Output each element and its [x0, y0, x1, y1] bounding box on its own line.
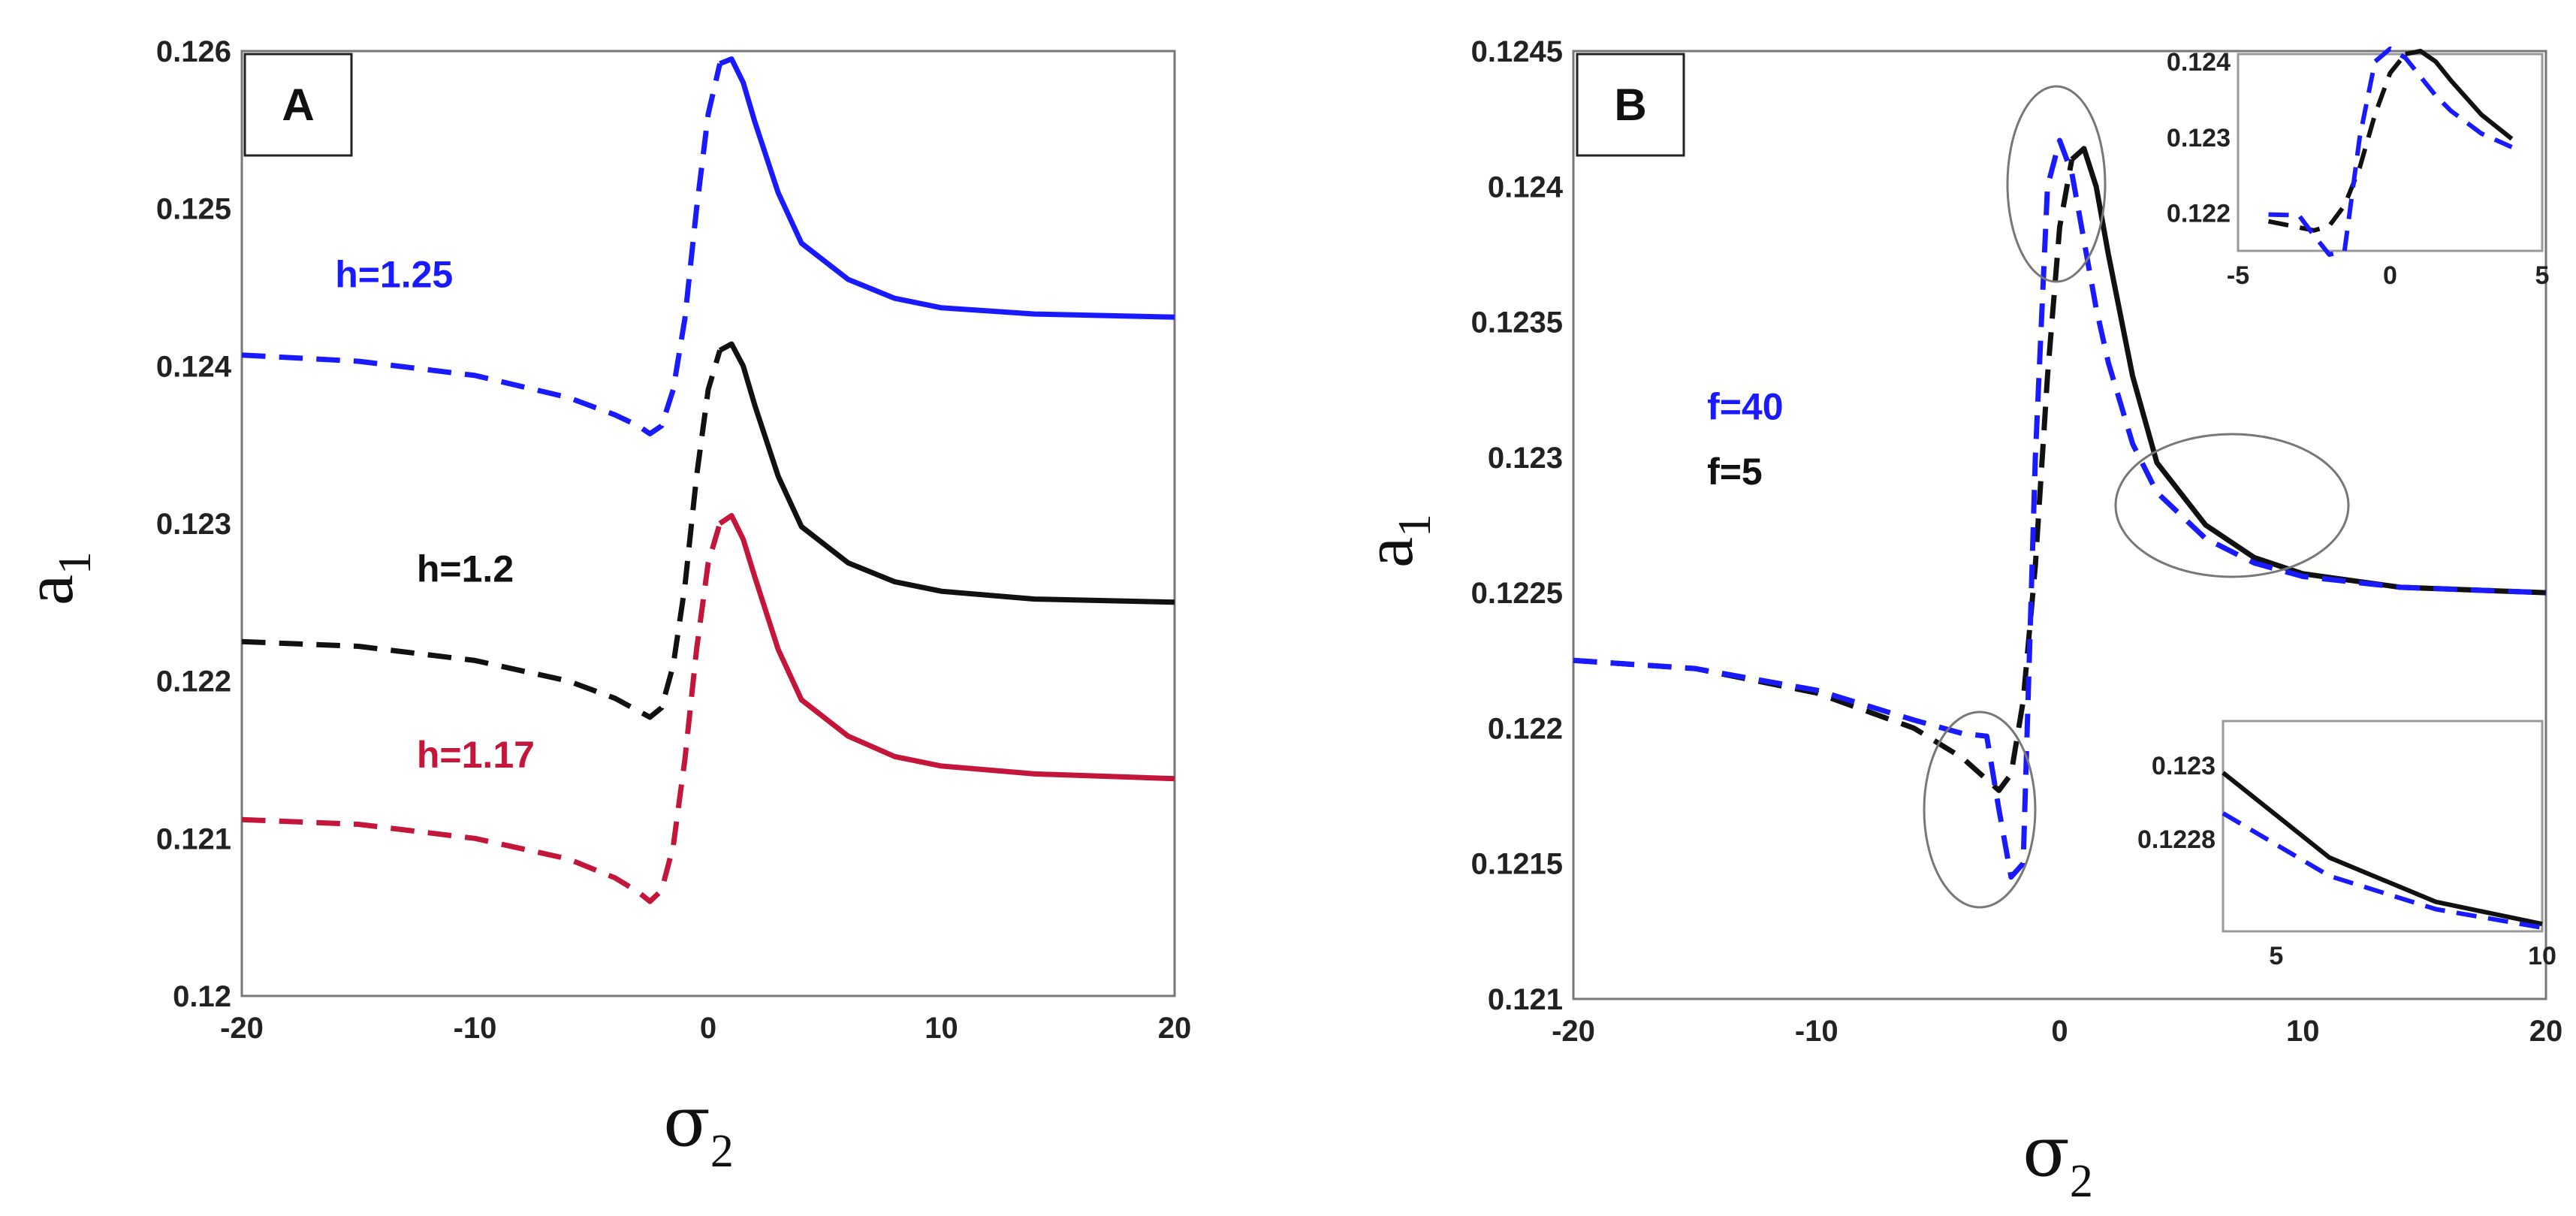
panel-b-xtick-label: -10 [1795, 1015, 1838, 1048]
panel-a-letter: A [282, 80, 314, 130]
panel-b-ylabel-main: a [1350, 537, 1427, 568]
panel-b-xtick-label: 10 [2286, 1015, 2320, 1048]
panel-b-ylabel-sub: 1 [1389, 514, 1440, 537]
inset-peak-ytick-label: 0.122 [2167, 200, 2231, 228]
panel-a-annotation: h=1.2 [417, 548, 514, 590]
panel-b-ytick-label: 0.121 [1488, 983, 1563, 1016]
inset-tail-ytick-label: 0.123 [2152, 752, 2216, 780]
panel-a-xlabel-sub: 2 [710, 1126, 734, 1177]
panel-a-xlabel-main: σ [663, 1082, 710, 1162]
inset-peak-ticks: 0.122 0.123 0.124 -5 0 5 [2167, 48, 2550, 290]
inset-tail-ytick-label: 0.1228 [2137, 825, 2216, 854]
panel-b-letter: B [1614, 80, 1646, 130]
panel-a-ytick-label: 0.122 [156, 665, 231, 699]
inset-tail-xtick-label: 10 [2528, 942, 2556, 970]
panel-a-y-ticks: 0.12 0.121 0.122 0.123 0.124 0.125 0.126 [156, 35, 232, 1013]
panel-b-ytick-label: 0.1245 [1471, 35, 1563, 68]
panel-a-series-h-1-17-dashed [241, 523, 722, 904]
panel-a-plot-frame [240, 50, 1176, 997]
panel-b-letter-box [1576, 53, 1685, 157]
panel-a-series-h-1-2-solid [718, 341, 1175, 605]
inset-peak-series-f-5-solid [2405, 49, 2514, 141]
panel-b-series-f-40-dashed [1573, 137, 2547, 880]
inset-peak-series [2267, 46, 2514, 257]
panel-a-series-h-1-25-solid [719, 56, 1175, 320]
inset-tail-zoom: 0.1228 0.123 5 10 [2137, 720, 2556, 970]
inset-tail-ticks: 0.1228 0.123 5 10 [2137, 752, 2556, 970]
panel-a: 0.12 0.121 0.122 0.123 0.124 0.125 0.126 -20 -1… [11, 35, 1191, 1177]
panel-a-series-h-1-17-solid [718, 513, 1175, 782]
inset-peak-xtick-label: 5 [2535, 261, 2550, 290]
inset-peak-ytick-label: 0.123 [2167, 124, 2231, 152]
inset-tail-xtick-label: 5 [2269, 942, 2283, 970]
panel-b-xtick-label: 0 [2051, 1015, 2068, 1048]
panel-a-xtick-label: 20 [1158, 1012, 1192, 1045]
panel-a-series-h-1-2-dashed [241, 349, 722, 720]
inset-peak-series-f-40-dashed [2268, 46, 2513, 257]
panel-b-annotation: f=5 [1707, 451, 1763, 493]
panel-b-xlabel-sub: 2 [2070, 1156, 2093, 1207]
panel-a-xtick-label: -10 [454, 1012, 497, 1045]
highlight-ellipse-dip [1923, 711, 2037, 909]
panel-b-ytick-label: 0.123 [1488, 442, 1563, 475]
highlight-ellipse-peak [2006, 85, 2107, 283]
panel-b-ytick-label: 0.1235 [1471, 306, 1563, 339]
panel-b-ytick-label: 0.122 [1488, 712, 1563, 745]
panel-b-series [1573, 137, 2547, 880]
panel-a-annotation: h=1.25 [335, 254, 453, 296]
panel-a-ytick-label: 0.12 [173, 980, 231, 1013]
inset-peak-xtick-label: -5 [2227, 261, 2249, 290]
panel-a-ytick-label: 0.123 [156, 508, 231, 541]
panel-a-x-axis-label: σ2 [663, 1082, 734, 1177]
panel-b-ytick-label: 0.1225 [1471, 577, 1563, 610]
panel-a-series [241, 56, 1175, 904]
panel-a-annotations: h=1.25 h=1.2 h=1.17 [335, 254, 535, 776]
panel-b-ytick-label: 0.1215 [1471, 848, 1563, 881]
panel-b-xlabel-main: σ [2022, 1112, 2070, 1192]
inset-tail-series-f-40-dashed [2222, 811, 2543, 931]
panel-a-xtick-label: 10 [925, 1012, 958, 1045]
panel-a-ytick-label: 0.126 [156, 35, 231, 68]
inset-peak-series-f-5-dashed [2267, 53, 2408, 233]
highlight-ellipse-tail [2114, 433, 2350, 578]
panel-a-series-h-1-25-dashed [241, 63, 722, 436]
panel-a-y-axis-label: a1 [11, 551, 101, 605]
panel-a-ytick-label: 0.121 [156, 822, 231, 855]
panel-b-series-f-5-dashed [1573, 158, 2075, 793]
panel-a-ylabel-sub: 1 [50, 551, 101, 575]
panel-a-ytick-label: 0.125 [156, 193, 231, 226]
panel-b-y-ticks: 0.121 0.1215 0.122 0.1225 0.123 0.1235 0.124 0.… [1471, 35, 1564, 1016]
panel-b-x-axis-label: σ2 [2022, 1112, 2093, 1207]
panel-a-xtick-label: 0 [700, 1012, 716, 1045]
inset-peak-xtick-label: 0 [2383, 261, 2397, 290]
panel-b-xtick-label: 20 [2529, 1015, 2563, 1048]
inset-peak-frame [2237, 53, 2544, 252]
panel-a-ytick-label: 0.124 [156, 350, 232, 383]
inset-tail-series [2222, 771, 2543, 931]
panel-b-annotation: f=40 [1707, 385, 1783, 427]
inset-peak-zoom: 0.122 0.123 0.124 -5 0 5 [2167, 46, 2550, 290]
panel-a-xtick-label: -20 [220, 1012, 264, 1045]
panel-b-annotations: f=40 f=5 [1707, 385, 1783, 493]
inset-peak-ytick-label: 0.124 [2167, 48, 2231, 77]
panel-b-ytick-label: 0.124 [1488, 170, 1564, 204]
panel-b-x-ticks: -20 -10 0 10 20 [1552, 1015, 2562, 1048]
panel-a-x-ticks: -20 -10 0 10 20 [220, 1012, 1191, 1045]
panel-b: 0.1210.12150.1220.12250.1230.12350.1240.… [1350, 35, 2562, 1207]
panel-b-xtick-label: -20 [1552, 1015, 1595, 1048]
panel-a-letter-box [243, 53, 353, 157]
panel-a-ylabel-main: a [11, 575, 87, 605]
panel-b-y-axis-label: a1 [1350, 514, 1440, 568]
inset-tail-series-f-5-solid [2222, 771, 2543, 927]
panel-a-annotation: h=1.17 [417, 734, 535, 776]
inset-tail-frame [2222, 720, 2544, 933]
